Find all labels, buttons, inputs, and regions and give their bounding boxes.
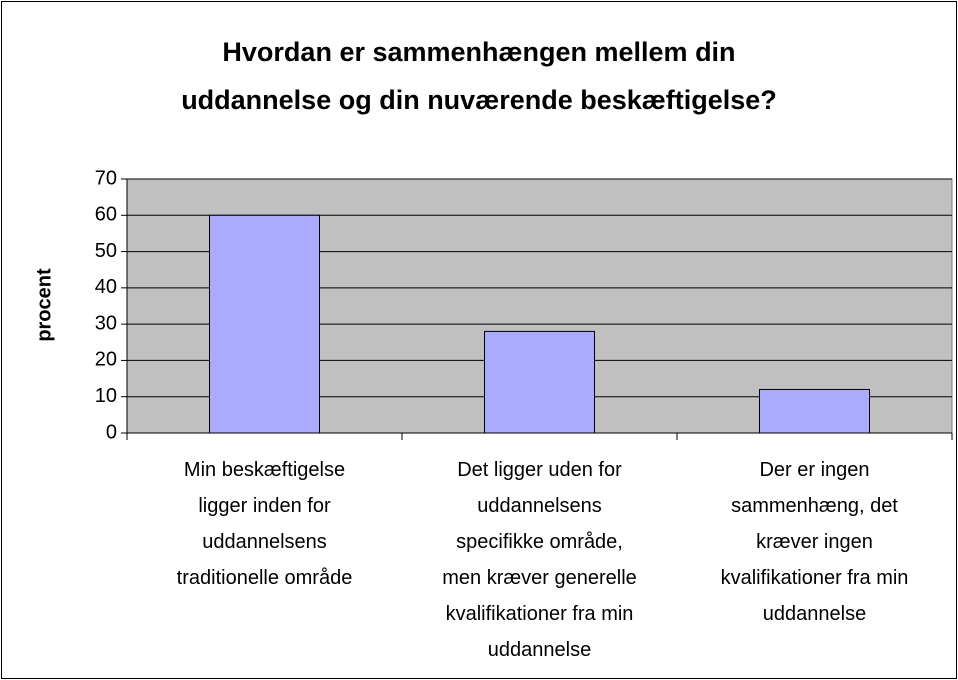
y-tick-label: 40 (95, 276, 117, 298)
x-tick-label: Min beskæftigelse ligger inden for uddan… (176, 459, 353, 589)
bar (759, 388, 870, 434)
chart-title: Hvordan er sammenhængen mellem din uddan… (181, 37, 777, 115)
x-tick-label: Det ligger uden for uddannelsens specifi… (442, 459, 637, 661)
y-tick-label: 30 (95, 312, 117, 334)
y-axis-label: procent (33, 268, 55, 342)
y-tick-label: 0 (106, 421, 117, 443)
x-tick-label: Der er ingen sammenhæng, det kræver inge… (720, 459, 909, 625)
y-tick-label: 60 (95, 204, 117, 226)
bar (209, 214, 320, 434)
y-tick-label: 50 (95, 240, 117, 262)
y-tick-label: 20 (95, 349, 117, 371)
y-tick-label: 10 (95, 385, 117, 407)
y-tick-label: 70 (95, 167, 117, 189)
bar (484, 330, 595, 434)
